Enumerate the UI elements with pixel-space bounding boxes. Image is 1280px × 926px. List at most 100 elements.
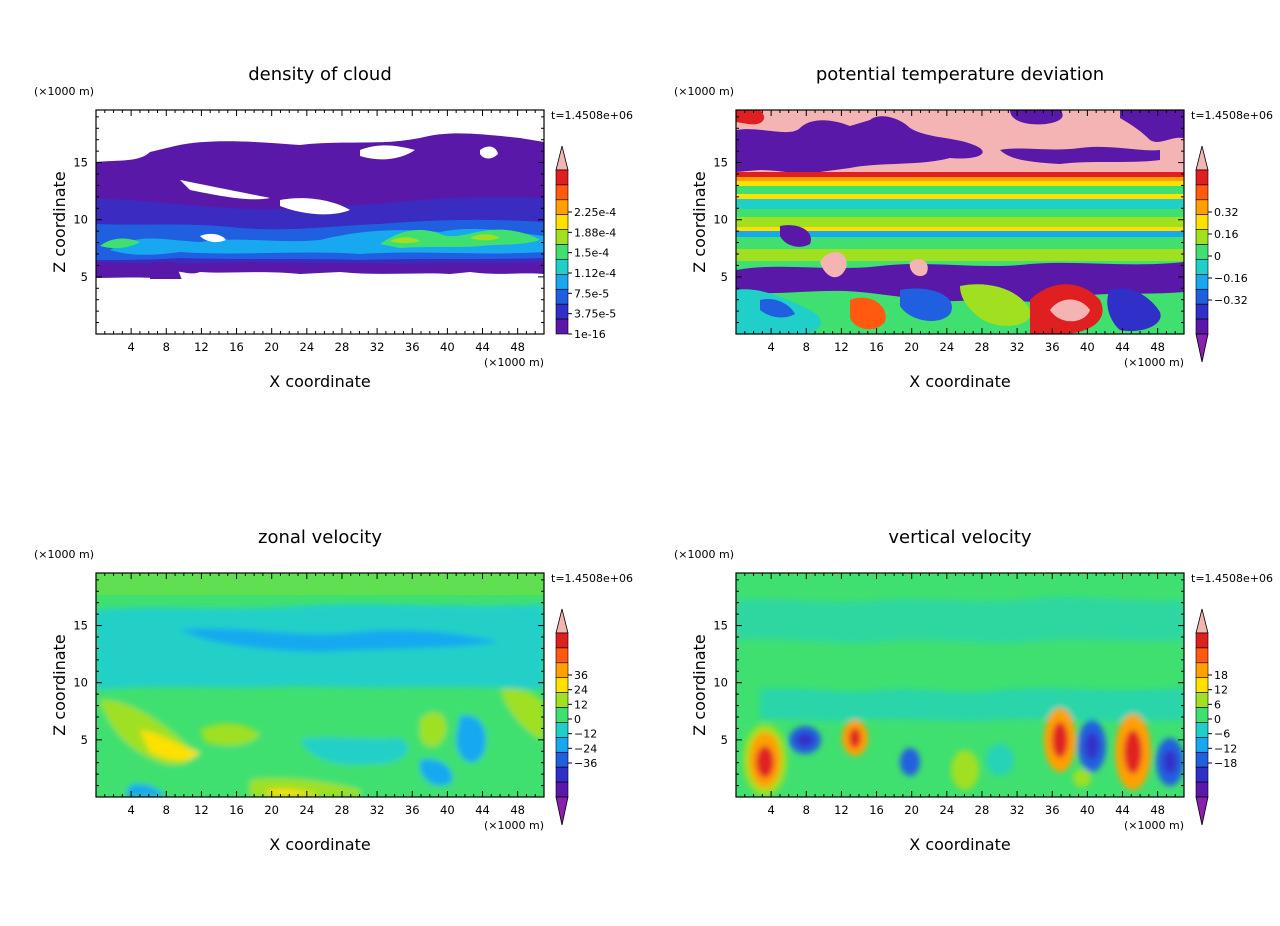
x-tick-label: 16 [869, 340, 884, 354]
colorbar-label: −18 [1214, 757, 1237, 770]
colorbar-swatch [1195, 199, 1209, 216]
x-tick-label: 48 [510, 340, 525, 354]
x-tick-label: 24 [300, 340, 315, 354]
colorbar-label: −36 [574, 757, 597, 770]
y-unit-label: (×1000 m) [34, 548, 94, 561]
colorbar-swatch [555, 244, 569, 260]
axis-ticks [96, 573, 544, 797]
panel-density-of-cloud: density of cloud (×1000 m) t=1.4508e+06 … [34, 64, 633, 391]
y-tick-label: 10 [713, 213, 728, 227]
y-unit-label: (×1000 m) [674, 548, 734, 561]
colorbar-swatch [555, 707, 569, 723]
x-tick-label: 28 [975, 803, 990, 817]
y-tick-label: 15 [713, 156, 728, 170]
y-unit-label: (×1000 m) [674, 85, 734, 98]
colorbar-max-arrow [555, 145, 569, 171]
x-tick-labels: 4 8 12 16 20 24 28 32 36 40 44 48 [767, 340, 1164, 354]
colorbar-max-arrow [1195, 608, 1209, 634]
x-tick-label: 24 [300, 803, 315, 817]
y-unit-label: (×1000 m) [34, 85, 94, 98]
colorbar-label: 0.16 [1214, 228, 1239, 241]
colorbar-label: 2.25e-4 [574, 206, 616, 219]
colorbar-swatch [1195, 632, 1209, 649]
colorbar-label: −6 [1214, 728, 1230, 741]
colorbar-swatch [555, 184, 569, 201]
colorbar: 1e-16 3.75e-5 7.5e-5 1.12e-4 1.5e-4 1.88e-4 2.… [555, 145, 616, 341]
axis-ticks [96, 110, 544, 334]
x-tick-label: 36 [405, 803, 420, 817]
x-tick-label: 32 [370, 340, 385, 354]
y-tick-label: 5 [81, 733, 88, 747]
plot-frame [735, 109, 1185, 335]
x-tick-label: 24 [940, 340, 955, 354]
colorbar-label: 0 [574, 713, 581, 726]
x-unit-label: (×1000 m) [1124, 819, 1184, 832]
colorbar-min-arrow [555, 796, 569, 826]
colorbar-swatch [555, 318, 569, 335]
colorbar-swatch [1195, 303, 1209, 320]
colorbar-swatch [1195, 288, 1209, 305]
colorbar-min-arrow [1195, 333, 1209, 363]
x-tick-label: 20 [904, 340, 919, 354]
y-axis-label: Z coordinate [50, 634, 69, 735]
colorbar-label: −0.32 [1214, 294, 1248, 307]
x-tick-label: 48 [1150, 340, 1165, 354]
colorbar-swatch [1195, 184, 1209, 201]
x-axis-label: X coordinate [909, 835, 1010, 854]
x-tick-label: 40 [440, 803, 455, 817]
x-tick-label: 40 [1080, 340, 1095, 354]
x-tick-label: 4 [127, 340, 134, 354]
colorbar-swatch [555, 751, 569, 768]
plot-frame [95, 109, 545, 335]
x-tick-label: 32 [370, 803, 385, 817]
colorbar-label: 1.5e-4 [574, 247, 609, 260]
plot-frame [95, 572, 545, 798]
colorbar-label: 3.75e-5 [574, 308, 616, 321]
colorbar-swatch [1195, 318, 1209, 335]
x-tick-label: 16 [869, 803, 884, 817]
colorbar-swatch [1195, 169, 1209, 186]
colorbar-swatch [1195, 677, 1209, 693]
x-tick-label: 44 [475, 803, 490, 817]
x-tick-label: 20 [264, 340, 279, 354]
x-tick-label: 12 [194, 340, 209, 354]
colorbar-swatch [555, 199, 569, 216]
x-unit-label: (×1000 m) [484, 819, 544, 832]
x-tick-label: 28 [335, 340, 350, 354]
x-tick-label: 48 [1150, 803, 1165, 817]
chart-title: density of cloud [248, 64, 392, 85]
colorbar-swatch [1195, 781, 1209, 798]
x-tick-labels: 4 8 12 16 20 24 28 32 36 40 44 48 [127, 340, 524, 354]
panel-zonal-velocity: zonal velocity (×1000 m) t=1.4508e+06 [34, 527, 633, 854]
colorbar-label: 0.32 [1214, 206, 1239, 219]
colorbar-label: 18 [1214, 669, 1228, 682]
colorbar-max-arrow [1195, 145, 1209, 171]
x-tick-label: 8 [803, 340, 810, 354]
y-tick-labels: 5 10 15 [73, 619, 88, 747]
colorbar-label: 1.88e-4 [574, 226, 616, 239]
chart-title: zonal velocity [258, 527, 382, 548]
colorbar-label: 1.12e-4 [574, 267, 616, 280]
colorbar-label: −24 [574, 742, 597, 755]
x-tick-label: 40 [440, 340, 455, 354]
colorbar-swatch [555, 169, 569, 186]
x-tick-label: 40 [1080, 803, 1095, 817]
colorbar-max-arrow [555, 608, 569, 634]
colorbar-swatch [1195, 737, 1209, 753]
colorbar-swatch [1195, 722, 1209, 738]
colorbar-label: 0 [1214, 250, 1221, 263]
colorbar-swatch [555, 781, 569, 798]
colorbar-swatch [1195, 662, 1209, 679]
colorbar-swatch [555, 722, 569, 738]
y-tick-label: 15 [73, 156, 88, 170]
colorbar-swatch [1195, 244, 1209, 260]
x-tick-label: 16 [229, 803, 244, 817]
x-tick-label: 24 [940, 803, 955, 817]
x-tick-labels: 4 8 12 16 20 24 28 32 36 40 44 48 [127, 803, 524, 817]
axis-ticks [736, 110, 1184, 334]
y-tick-labels: 5 10 15 [713, 619, 728, 747]
x-unit-label: (×1000 m) [484, 356, 544, 369]
colorbar-label: 12 [1214, 684, 1228, 697]
